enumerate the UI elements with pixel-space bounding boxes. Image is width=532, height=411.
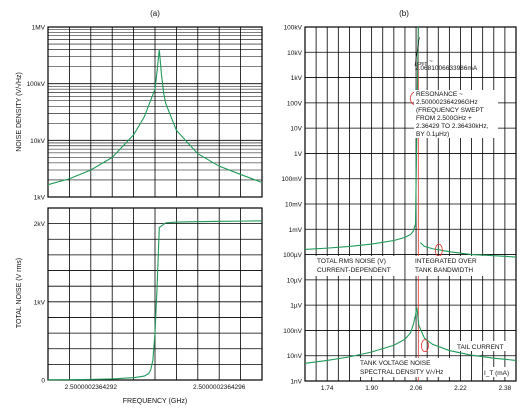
panel-b-series-line: [416, 307, 517, 361]
tail-current-note: TAIL CURRENT: [457, 344, 504, 351]
rms-note-box: [314, 256, 402, 276]
panel-a-top-ytick: 10kV: [30, 138, 45, 145]
panel-b-series-line: [419, 242, 517, 258]
panel-b-ytick: 100mV: [281, 176, 302, 183]
integrated-note-line1: INTEGRATED OVER: [415, 258, 477, 265]
tail-note-box: [454, 341, 514, 351]
panel-b-ytick: 100kV: [284, 25, 303, 32]
panel-b-ytick: 100µV: [283, 252, 303, 259]
panel-b-xtick: 1.74: [321, 385, 334, 392]
rms-note-line2: CURRENT-DEPENDENT: [317, 267, 391, 274]
resonance-note-line5: 2.36429 TO 2.36430kHz,: [416, 123, 489, 130]
tank-noise-marker: [421, 339, 429, 353]
panel-a-noise-density-line: [47, 49, 263, 186]
panel-a-top-ylabel: NOISE DENSITY (V/√Hz): [15, 72, 23, 152]
panel-b-ytick: 100nV: [283, 328, 302, 335]
panel-a-bottom-frame: [47, 207, 263, 381]
integrated-note-box: [413, 256, 485, 276]
crit-annotation-line2: 2.0681006633986mA: [415, 65, 478, 72]
panel-b-ytick: 10µV: [287, 277, 303, 284]
panel-a-top-ytick: 1MV: [32, 25, 46, 32]
panel-b-series-line: [304, 307, 418, 364]
panel-a-top-ytick: 1kV: [34, 195, 46, 202]
panel-a-total-noise-line: [47, 220, 263, 381]
xunit-note-box: [483, 367, 513, 377]
panel-b-ytick: 10kV: [287, 50, 302, 57]
panel-a-bottom-ytick: 0: [41, 378, 45, 385]
panel-b-xtick: 2.06: [410, 385, 423, 392]
panel-b-xtick: 2.38: [499, 385, 512, 392]
resonance-note-box: [414, 90, 498, 138]
tank-note-box: [357, 358, 453, 377]
crit-leader-line: [414, 37, 420, 67]
panel-b-ytick: 10V: [290, 126, 302, 133]
panel-a-bottom-ylabel: TOTAL NOISE (V rms): [16, 258, 23, 328]
panel-b-ytick: 10nV: [287, 353, 303, 360]
resonance-note-line6: BY 0.1µHz): [416, 131, 449, 138]
panel-b-ytick: 1mV: [289, 227, 303, 234]
panel-a-xtick: 2.5000002364296: [193, 384, 246, 391]
panel-a-xlabel: FREQUENCY (GHz): [123, 398, 187, 405]
tank-note-line1: TANK VOLTAGE NOISE: [360, 360, 431, 367]
panel-a-total-noise: 2kV 1kV 0 2.5000002364292 2.5000002364296: [34, 207, 263, 391]
panel-b-series-line: [304, 26, 419, 250]
panel-a-top-ytick: 100kV: [27, 81, 46, 88]
resonance-note-line4: FROM 2.500GHz +: [416, 115, 472, 122]
resonance-note-line3: (FREQUENCY SWEPT: [416, 107, 484, 114]
panel-b-ytick: 1µV: [290, 303, 302, 310]
panel-b-ytick: 100V: [287, 100, 303, 107]
panel-a-noise-density: 1MV 100kV 10kV 1kV: [27, 25, 263, 202]
panel-b-frame: [304, 26, 517, 382]
tank-note-line2: SPECTRAL DENSITY V/√Hz: [360, 368, 443, 376]
panel-a-xtick: 2.5000002364292: [65, 384, 118, 391]
panel-a-label: (a): [150, 9, 160, 18]
panel-b-ytick: 10mV: [285, 202, 303, 209]
crit-annotation-line1: ICRIT ~: [415, 58, 433, 66]
x-unit-label: I_T (mA): [484, 370, 509, 377]
panel-a-bottom-ytick: 2kV: [34, 221, 46, 228]
panel-b-xtick: 2.22: [454, 385, 467, 392]
integrated-note-line2: TANK BANDWIDTH: [415, 267, 473, 274]
panel-b-xtick: 1.90: [365, 385, 378, 392]
panel-b-noise-vs-current: 100kV 10kV 1kV 100V 10V 1V 100mV 10mV 1mV 100µV 10…: [281, 25, 517, 392]
panel-a-top-frame: [47, 26, 263, 198]
panel-b-ytick: 1kV: [291, 75, 303, 82]
rms-note-line1: TOTAL RMS NOISE (V): [317, 258, 386, 265]
panel-a-bottom-ytick: 1kV: [34, 299, 46, 306]
resonance-note-line2: 2.500002364296GHz: [416, 99, 478, 106]
panel-b-label: (b): [399, 9, 409, 18]
panel-b-ytick: 1nV: [290, 379, 302, 386]
panel-b-ytick: 1V: [294, 151, 303, 158]
resonance-note-line1: RESONANCE ~: [416, 91, 463, 98]
